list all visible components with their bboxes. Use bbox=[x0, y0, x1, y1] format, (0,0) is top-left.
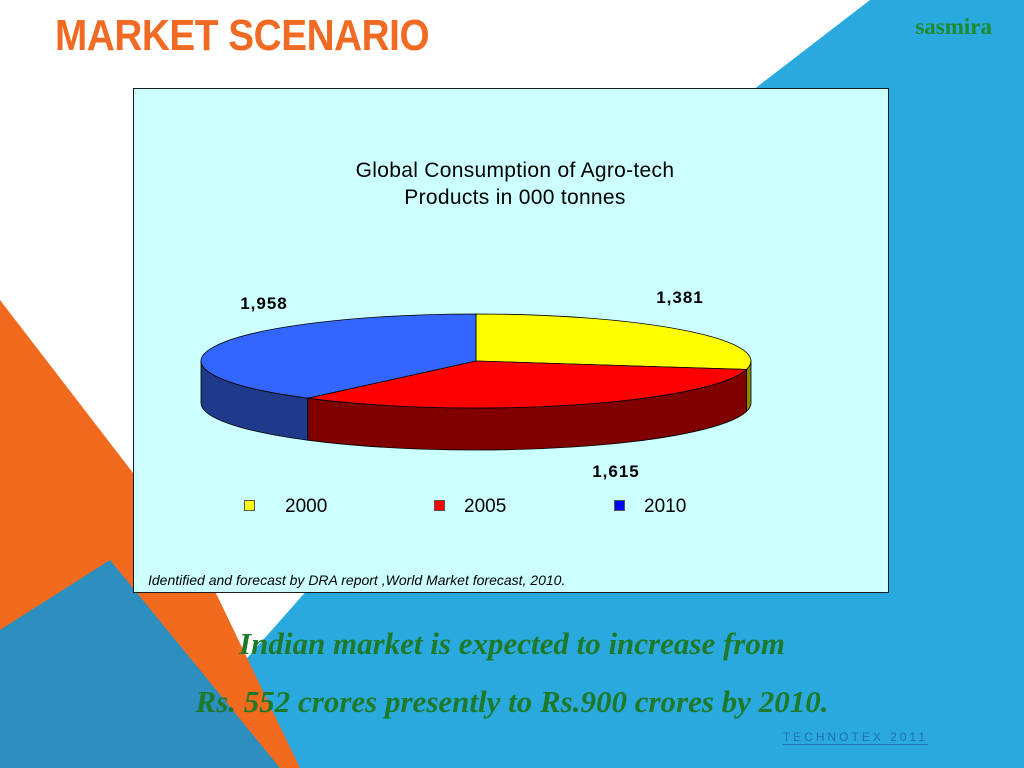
legend-swatch-2000 bbox=[244, 500, 255, 511]
pie-chart: 1,381 1,615 1,958 bbox=[200, 288, 752, 481]
legend-label-2005: 2005 bbox=[464, 496, 507, 517]
slice-2010 bbox=[200, 313, 477, 399]
legend-swatch-2010 bbox=[614, 500, 625, 511]
chart-title-line2: Products in 000 tonnes bbox=[404, 186, 626, 209]
slide-title: MARKET SCENARIO bbox=[55, 11, 430, 60]
data-label-2005: 1,615 bbox=[592, 462, 640, 481]
chart-title: Global Consumption of Agro-tech Products… bbox=[134, 157, 896, 211]
slice-2005 bbox=[307, 360, 748, 409]
chart-title-line1: Global Consumption of Agro-tech bbox=[355, 159, 675, 182]
caption-line-2: Rs. 552 crores presently to Rs.900 crore… bbox=[195, 684, 829, 719]
legend-swatch-2005 bbox=[434, 500, 445, 511]
data-label-2010: 1,958 bbox=[240, 294, 288, 313]
legend-label-2000: 2000 bbox=[285, 496, 328, 517]
brand-logo-text: sasmira bbox=[915, 14, 992, 39]
chart-panel: Global Consumption of Agro-tech Products… bbox=[133, 88, 889, 593]
bg-dark-blue-bottom bbox=[0, 560, 280, 768]
legend-label-2010: 2010 bbox=[644, 496, 687, 517]
source-note: Identified and forecast by DRA report ,W… bbox=[148, 572, 566, 588]
footer-text: TECHNOTEX 2011 bbox=[782, 730, 928, 745]
data-label-2000: 1,381 bbox=[656, 288, 704, 307]
caption-line-1: Indian market is expected to increase fr… bbox=[239, 626, 785, 661]
bg-blue-triangle-top-right bbox=[740, 0, 1024, 100]
slice-2000 bbox=[475, 313, 752, 370]
